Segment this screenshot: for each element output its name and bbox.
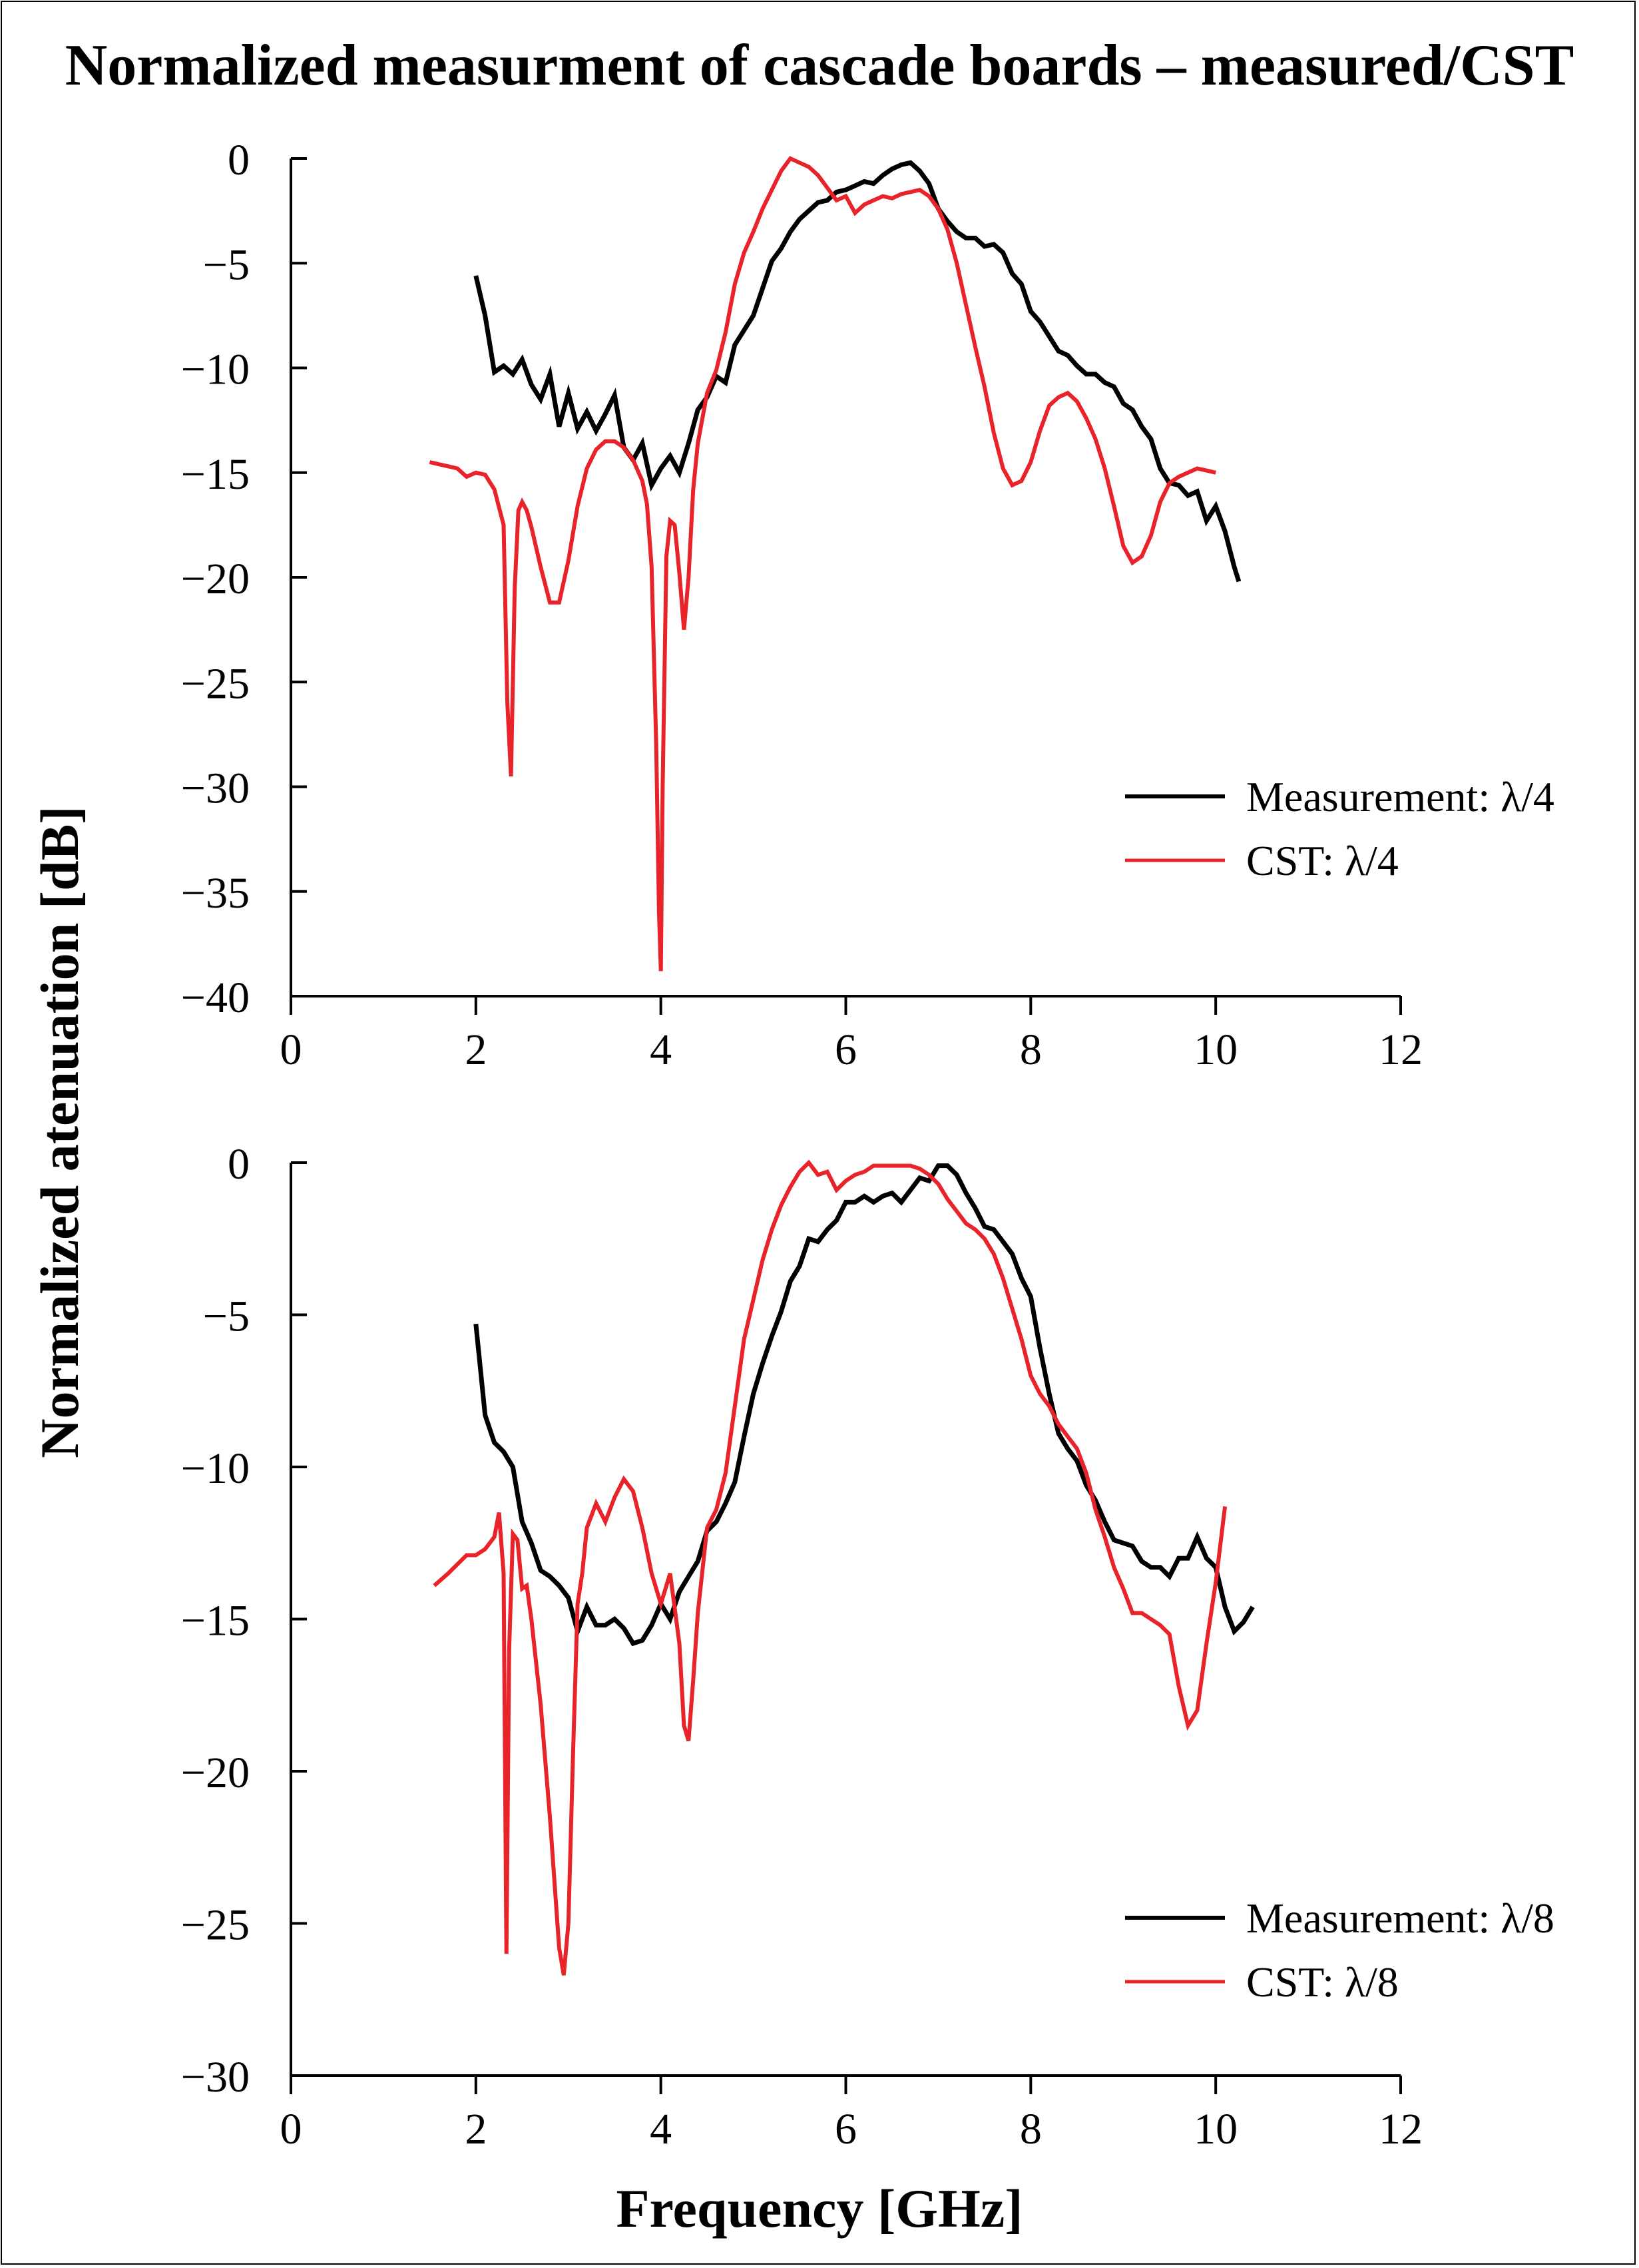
chart-panel-1: 0 −5 −10 −15 −20 −25 −30 −35 −40 0 2 4 6 8 10 12 Measure… (181, 136, 1554, 1074)
legend-measurement-label: Measurement: λ/8 (1246, 1894, 1554, 1942)
y-tick-label: −20 (181, 555, 250, 603)
y-tick-label: −15 (181, 1597, 250, 1645)
y-tick-label: −5 (203, 1292, 250, 1341)
measurement-series-line (473, 160, 1242, 583)
y-tick-label: −15 (181, 450, 250, 499)
y-tick-label: −25 (181, 1901, 250, 1950)
y-tick-label: −25 (181, 659, 250, 708)
y-tick-label: −30 (181, 2053, 250, 2102)
y-tick-label: −30 (181, 764, 250, 813)
x-tick-label: 2 (465, 2105, 487, 2153)
x-tick-label: 10 (1194, 2105, 1238, 2153)
y-tick-label: −20 (181, 1749, 250, 1797)
chart-panel-2: 0 −5 −10 −15 −20 −25 −30 0 2 4 6 8 10 12 Measurement: … (181, 1140, 1554, 2153)
x-tick-label: 6 (835, 2105, 857, 2153)
legend-cst-label: CST: λ/8 (1246, 1958, 1399, 2006)
x-tick-label: 4 (650, 2105, 672, 2153)
x-axis-label: Frequency [GHz] (616, 2178, 1023, 2239)
x-tick-label: 8 (1020, 1025, 1042, 1074)
figure-title: Normalized measurment of cascade boards … (65, 33, 1574, 98)
x-tick-label: 4 (650, 1025, 672, 1074)
x-tick-label: 10 (1194, 1025, 1238, 1074)
legend-cst-label: CST: λ/4 (1246, 837, 1399, 884)
y-tick-label: −10 (181, 346, 250, 394)
x-tick-label: 6 (835, 1025, 857, 1074)
x-tick-label: 0 (280, 1025, 302, 1074)
cst-series-line (433, 1159, 1228, 1976)
y-tick-label: 0 (228, 136, 250, 184)
y-tick-label: −35 (181, 869, 250, 918)
legend-measurement-label: Measurement: λ/4 (1246, 773, 1554, 820)
x-tick-label: 0 (280, 2105, 302, 2153)
y-tick-label: −40 (181, 974, 250, 1022)
cst-series-line (429, 156, 1216, 972)
y-tick-label: 0 (228, 1140, 250, 1189)
measurement-series-line (473, 1163, 1255, 1647)
x-tick-label: 12 (1379, 1025, 1423, 1074)
x-tick-label: 8 (1020, 2105, 1042, 2153)
y-tick-label: −10 (181, 1444, 250, 1493)
x-tick-label: 2 (465, 1025, 487, 1074)
y-tick-label: −5 (203, 240, 250, 289)
x-tick-label: 12 (1379, 2105, 1423, 2153)
